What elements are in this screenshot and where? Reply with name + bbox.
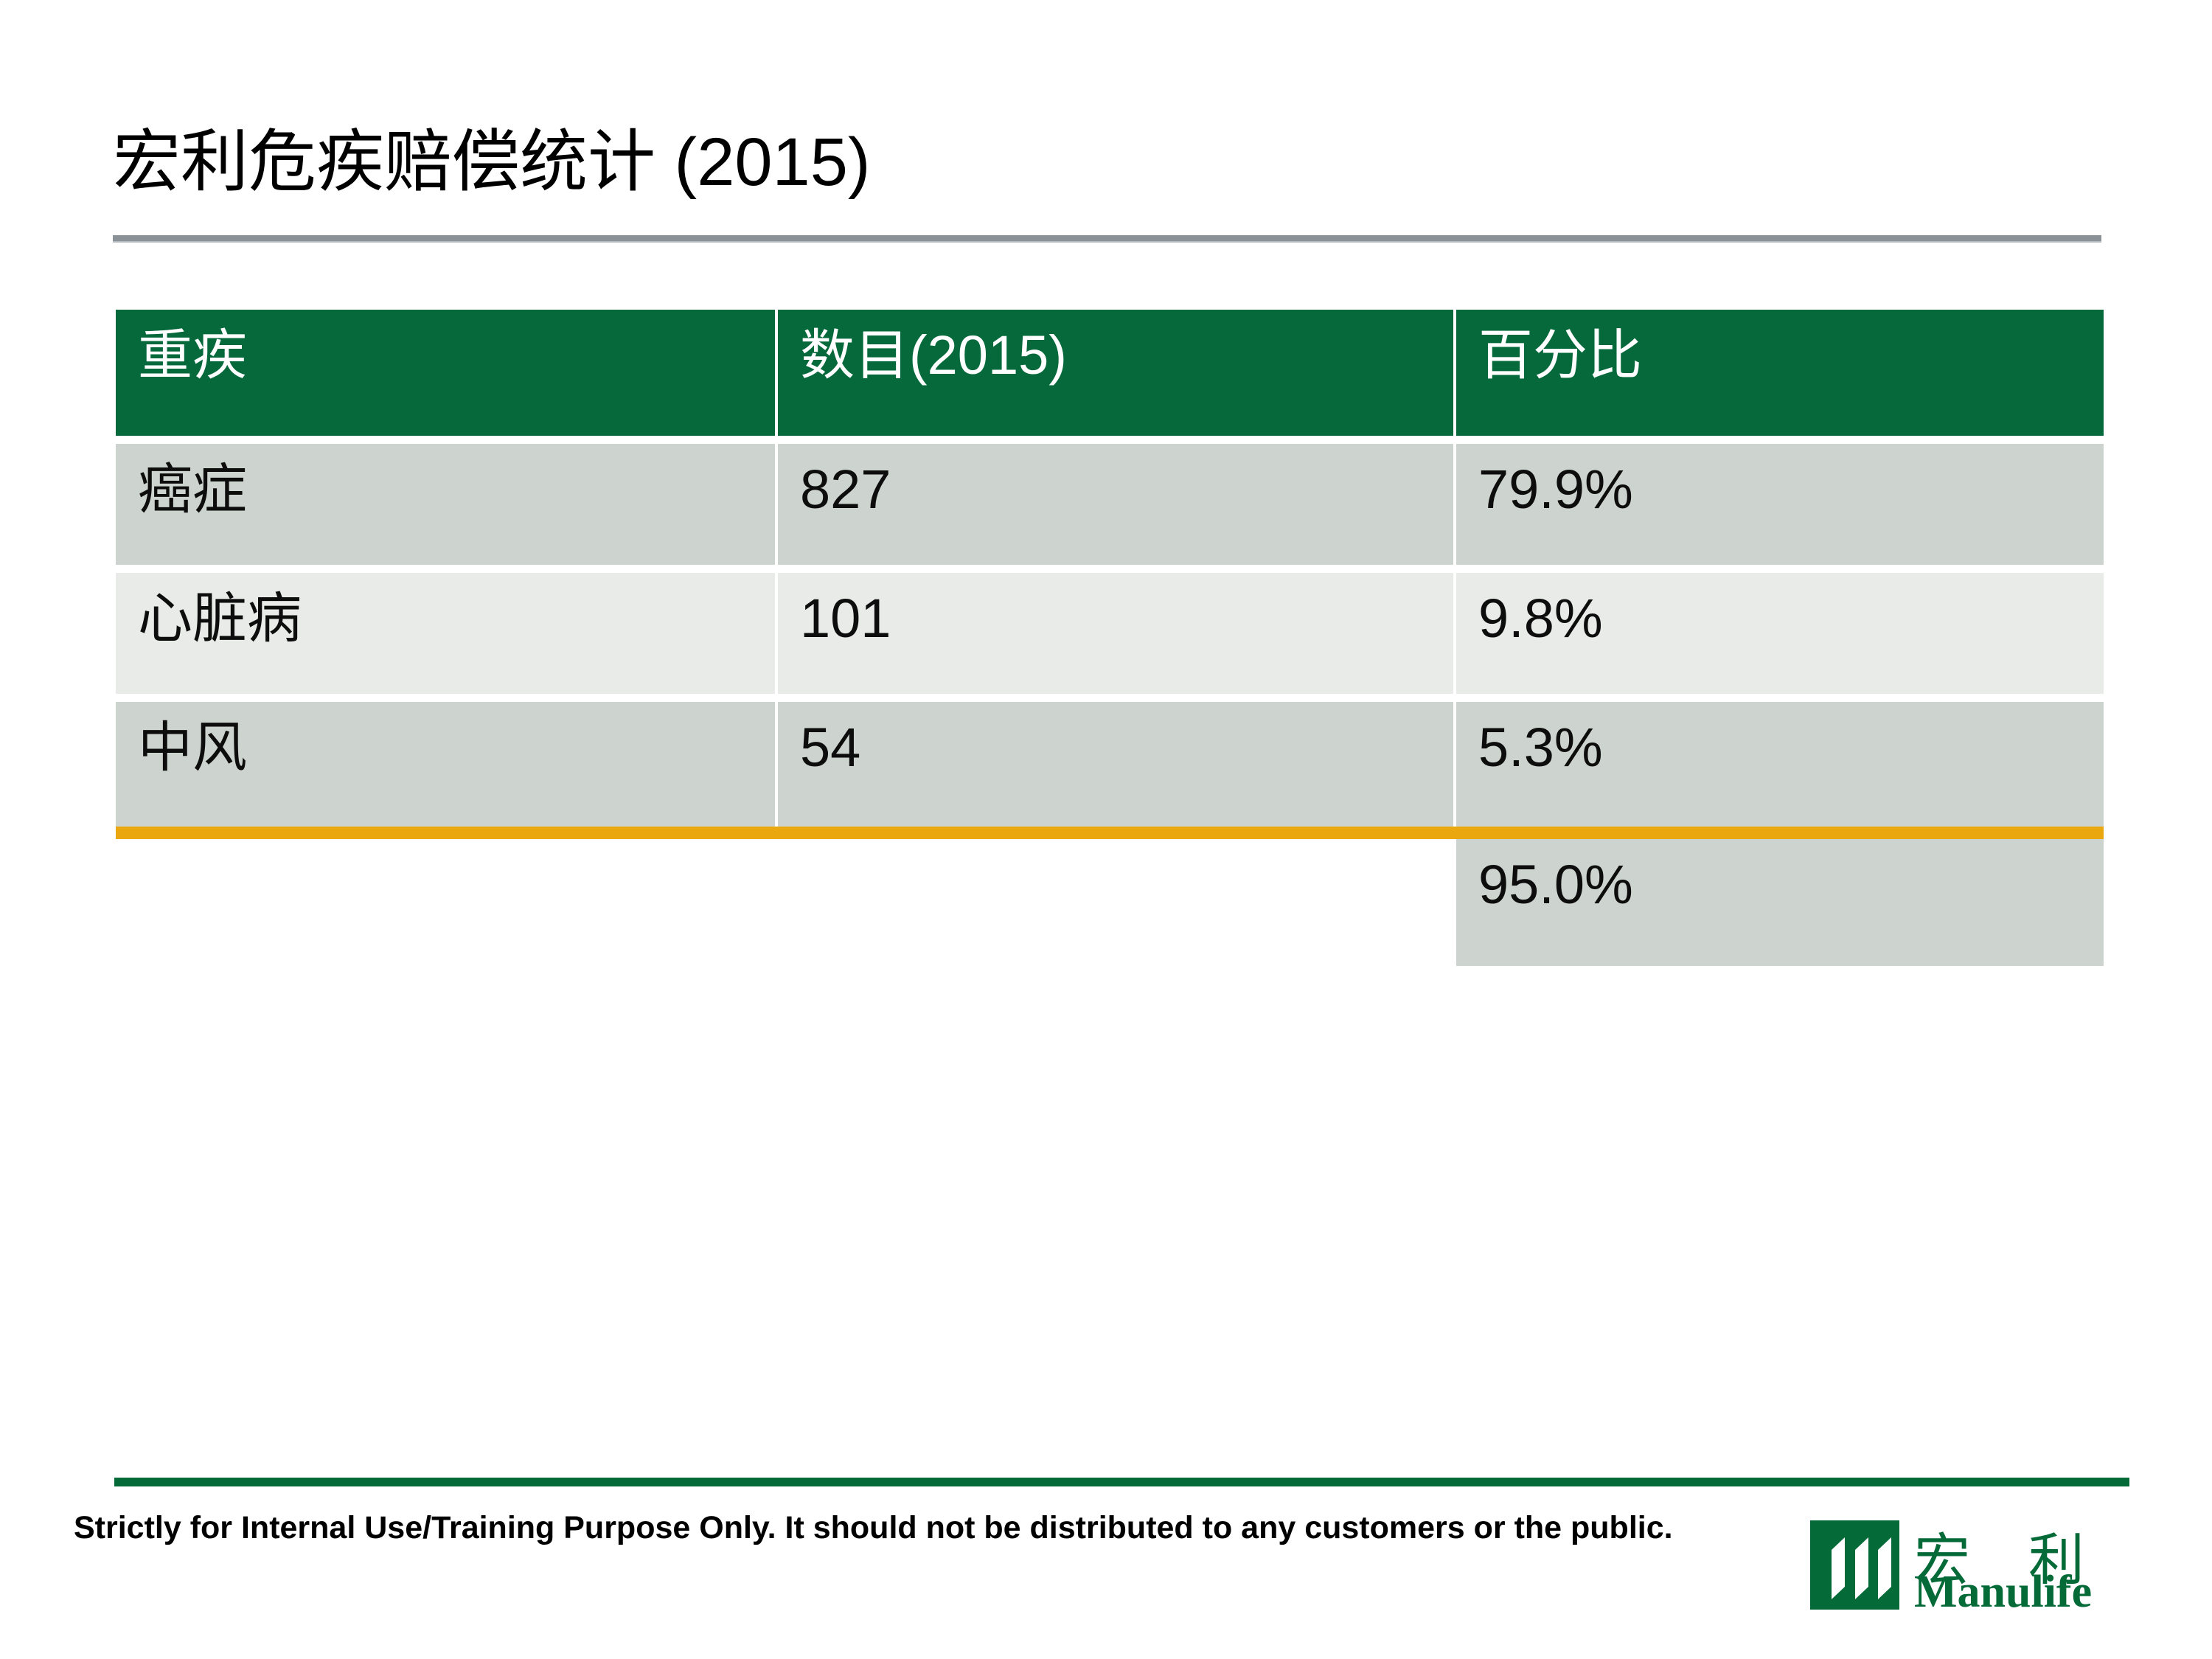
- table-cell-cancer-count: 827: [778, 444, 1453, 565]
- table-cell-cancer-percent: 79.9%: [1456, 444, 2104, 565]
- manulife-logo-chinese: 宏 利: [1914, 1530, 2107, 1592]
- footer-disclaimer: Strictly for Internal Use/Training Purpo…: [74, 1510, 1673, 1545]
- table-header-disease: 重疾: [116, 310, 775, 436]
- table-cell-cancer-name: 癌症: [116, 444, 775, 565]
- manulife-cubes-icon: [1810, 1520, 1899, 1610]
- table-cell-stroke-count: 54: [778, 702, 1453, 827]
- table-cell-stroke-name: 中风: [116, 702, 775, 827]
- title-underline: [113, 235, 2101, 243]
- table-cell-heart-percent: 9.8%: [1456, 573, 2104, 694]
- table-cell-heart-name: 心脏病: [116, 573, 775, 694]
- table-header-percent: 百分比: [1456, 310, 2104, 436]
- table-total-divider: [116, 827, 2104, 839]
- footer-divider-line: [114, 1478, 2129, 1486]
- table-cell-stroke-percent: 5.3%: [1456, 702, 2104, 827]
- manulife-logo-wordmark: Manulife: [1914, 1567, 2093, 1617]
- table-cell-total-percent: 95.0%: [1456, 839, 2104, 966]
- table-cell-heart-count: 101: [778, 573, 1453, 694]
- page-title: 宏利危疾赔偿统计 (2015): [113, 125, 871, 200]
- manulife-logo: 宏 利 Manulife: [1810, 1520, 2175, 1624]
- table-header-count: 数目(2015): [778, 310, 1453, 436]
